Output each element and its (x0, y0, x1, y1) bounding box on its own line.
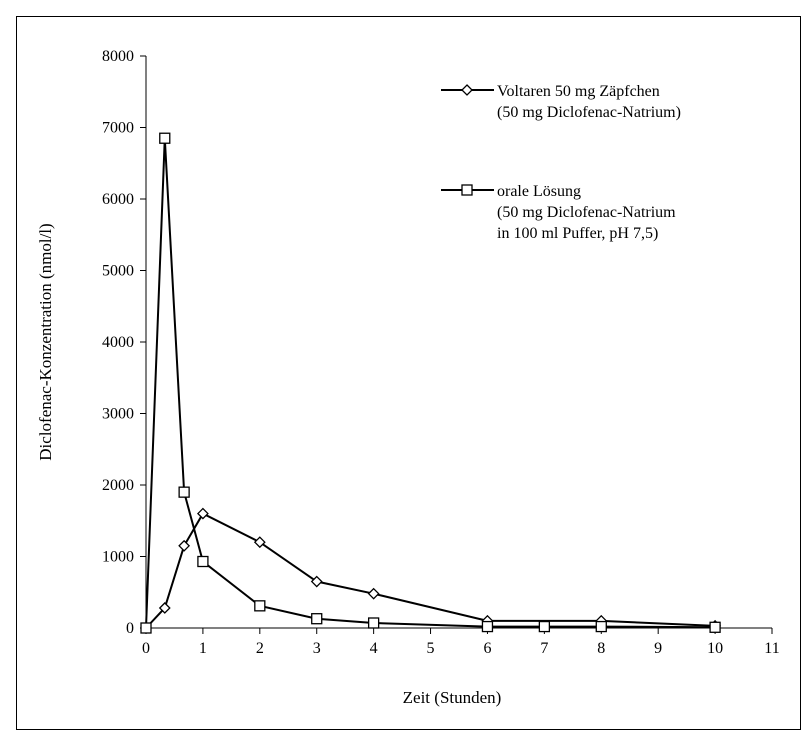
x-tick-label: 3 (313, 640, 321, 657)
data-point-diamond (310, 575, 323, 588)
legend: Voltaren 50 mg Zäpfchen (50 mg Diclofenac… (441, 83, 681, 242)
y-tick-label: 7000 (102, 120, 134, 137)
x-tick-label: 0 (142, 640, 150, 657)
data-point-square (709, 621, 721, 633)
data-point-diamond (158, 602, 171, 614)
legend-item-diamond: Voltaren 50 mg Zäpfchen (50 mg Diclofenac… (441, 83, 681, 121)
legend-label: (50 mg Diclofenac-Natrium) (497, 104, 681, 121)
y-tick-label: 8000 (102, 48, 134, 65)
x-tick-label: 5 (427, 640, 435, 657)
data-point-diamond (196, 507, 209, 520)
legend-marker-square (461, 184, 473, 196)
y-tick-label: 5000 (102, 263, 134, 280)
data-point-square (481, 620, 494, 633)
data-point-square (367, 617, 380, 629)
data-point-square (178, 486, 190, 498)
y-tick-label: 0 (126, 620, 134, 637)
series-layer (140, 132, 722, 634)
series-diamond (140, 507, 722, 634)
data-point-square (254, 600, 266, 612)
legend-label: (50 mg Diclofenac-Natrium (497, 204, 676, 221)
data-point-diamond (178, 539, 191, 552)
y-tick-label: 1000 (102, 549, 134, 566)
axes: 0 1 2 3 4 5 6 7 8 9 10 11 0 1000 2000 3000 4000 5000 6000 7… (102, 48, 780, 657)
legend-item-square: orale Lösung (50 mg Diclofenac-Natrium in … (441, 183, 676, 242)
data-point-square (595, 620, 607, 633)
data-point-diamond (367, 587, 380, 600)
x-tick-label: 8 (597, 640, 605, 657)
x-tick-label: 4 (370, 640, 378, 657)
data-point-square (538, 620, 551, 633)
legend-marker-diamond (461, 84, 473, 96)
legend-label: orale Lösung (497, 183, 581, 200)
y-tick-label: 2000 (102, 477, 134, 494)
y-tick-label: 6000 (102, 191, 134, 208)
y-tick-label: 4000 (102, 334, 134, 351)
y-tick-label: 3000 (102, 406, 134, 423)
data-point-square (197, 555, 209, 568)
series-line-diamond (145, 512, 716, 629)
x-axis-label: Zeit (Stunden) (403, 688, 502, 707)
data-point-diamond (253, 536, 266, 549)
series-square (140, 132, 721, 634)
x-tick-label: 7 (540, 640, 548, 657)
y-axis-label: Diclofenac-Konzentration (nmol/l) (36, 223, 55, 460)
legend-label: in 100 ml Puffer, pH 7,5) (497, 225, 658, 242)
data-point-square (140, 622, 152, 634)
data-point-square (311, 613, 323, 625)
legend-label: Voltaren 50 mg Zäpfchen (497, 83, 660, 100)
data-point-square (159, 132, 171, 144)
x-tick-label: 6 (483, 640, 491, 657)
x-tick-label: 9 (654, 640, 662, 657)
x-tick-label: 10 (707, 640, 723, 657)
x-tick-label: 2 (256, 640, 264, 657)
x-tick-label: 1 (199, 640, 207, 657)
x-tick-label: 11 (764, 640, 779, 657)
